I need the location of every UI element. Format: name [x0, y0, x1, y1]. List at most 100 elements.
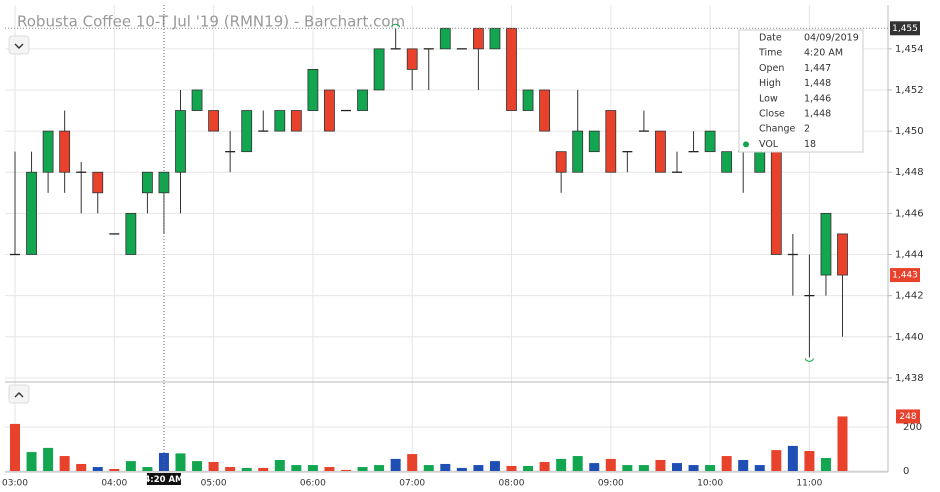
volume-bar — [341, 469, 351, 471]
candle-body — [274, 110, 286, 132]
tooltip-label: Change — [759, 124, 796, 135]
candle-body — [141, 171, 153, 194]
volume-bar — [43, 447, 54, 471]
volume-bar — [820, 458, 831, 471]
volume-bar — [688, 465, 699, 471]
candle-body — [92, 171, 104, 194]
volume-bar — [92, 467, 103, 471]
tooltip-label: Close — [759, 109, 785, 120]
x-tick-label: 10:00 — [697, 479, 723, 489]
candle-body — [324, 89, 335, 132]
candle-body — [820, 212, 832, 276]
last-badge — [890, 268, 920, 283]
collapse-button[interactable] — [8, 35, 30, 55]
candle-body — [241, 110, 253, 153]
volume-bar — [192, 461, 203, 471]
volume-bar — [407, 454, 418, 471]
volume-bar — [76, 463, 87, 471]
candle-body — [357, 89, 368, 111]
candle-body — [472, 27, 484, 50]
tooltip-value: 2 — [804, 124, 810, 135]
candle-body — [42, 130, 54, 173]
y-tick-label: 1,450 — [895, 126, 924, 137]
volume-bar — [506, 465, 517, 471]
volume-bar — [771, 450, 782, 471]
chart-title: Robusta Coffee 10-T Jul '19 (RMN19) - Ba… — [17, 13, 405, 31]
tooltip-label: Time — [758, 48, 782, 59]
candle-body — [605, 110, 617, 173]
volume-bar — [142, 467, 153, 471]
y-tick-label: 1,454 — [895, 44, 924, 55]
x-tick-label: 08:00 — [499, 479, 525, 489]
tooltip-value: 1,447 — [804, 63, 831, 74]
volume-bar — [208, 461, 219, 471]
tooltip-label: Low — [759, 93, 778, 104]
candle-body — [572, 130, 584, 173]
y-tick-label: 1,444 — [895, 249, 924, 260]
y-tick-label: 1,440 — [895, 332, 924, 343]
candle-body — [307, 69, 319, 111]
volume-bar — [556, 458, 567, 471]
volume-bar — [26, 452, 37, 471]
candle-body — [655, 130, 666, 173]
y-tick-label: 200 — [903, 422, 922, 433]
volume-bar — [456, 467, 467, 471]
volume-bar — [390, 458, 401, 471]
marks — [10, 27, 848, 471]
volume-bar — [589, 463, 600, 471]
volume-bar — [539, 461, 550, 471]
volume-bar — [572, 456, 583, 471]
volume-bar — [655, 460, 666, 471]
y-tick-label: 1,446 — [895, 208, 924, 219]
tooltip-value: 1,448 — [804, 109, 831, 120]
x-tick-label: 06:00 — [300, 479, 326, 489]
volume-bar — [605, 458, 616, 471]
candle-body — [770, 151, 782, 255]
candle-body — [208, 110, 220, 132]
candle-body — [290, 110, 302, 132]
candle-body — [125, 212, 137, 255]
tooltip-label: High — [759, 78, 781, 89]
volume-bar — [423, 465, 434, 471]
candle-body — [555, 151, 567, 173]
volume-bar — [10, 423, 20, 471]
last-volume-label: 248 — [899, 412, 916, 422]
volume-bar — [787, 445, 798, 471]
tooltip-label: Open — [759, 63, 784, 74]
expand-button[interactable] — [8, 384, 30, 404]
x-tick-label: 03:00 — [2, 479, 28, 489]
x-tick-label: 07:00 — [399, 479, 425, 489]
volume-bar — [721, 456, 732, 471]
volume-bar — [175, 453, 186, 471]
volume-bar — [125, 461, 136, 471]
candle-body — [191, 89, 203, 111]
crosshair-label: 4:20 AM — [144, 475, 183, 485]
y-tick-label: 0 — [903, 466, 909, 477]
y-tick-label: 1,442 — [895, 291, 924, 302]
tooltip: Date 04/09/2019 Time 4:20 AM Open 1,447 High 1,… — [738, 29, 864, 153]
x-tick-label: 11:00 — [796, 479, 822, 489]
crosshair-badge — [146, 473, 181, 485]
volume-bar — [241, 467, 252, 471]
tooltip-value: 4:20 AM — [804, 48, 843, 59]
tooltip-box — [738, 29, 864, 153]
volume-bar — [804, 450, 815, 471]
candle-body — [522, 89, 534, 111]
volume-bar — [489, 461, 500, 471]
y-tick-label: 1,452 — [895, 85, 924, 96]
y-tick-label: 1,438 — [895, 373, 924, 384]
candle-body — [506, 27, 517, 111]
y-tick-label: 1,448 — [895, 167, 924, 178]
candle-body — [704, 130, 716, 153]
tooltip-value: 18 — [804, 139, 816, 150]
volume-bar — [374, 465, 385, 471]
volume-bar — [258, 467, 269, 471]
candle-body — [721, 151, 733, 173]
candle-body — [539, 89, 550, 132]
tooltip-value: 1,448 — [804, 78, 831, 89]
candle-body — [59, 130, 71, 173]
tooltip-label: VOL — [759, 139, 779, 150]
last-badge-label: 1,443 — [892, 271, 918, 281]
volume-bar — [622, 465, 633, 471]
